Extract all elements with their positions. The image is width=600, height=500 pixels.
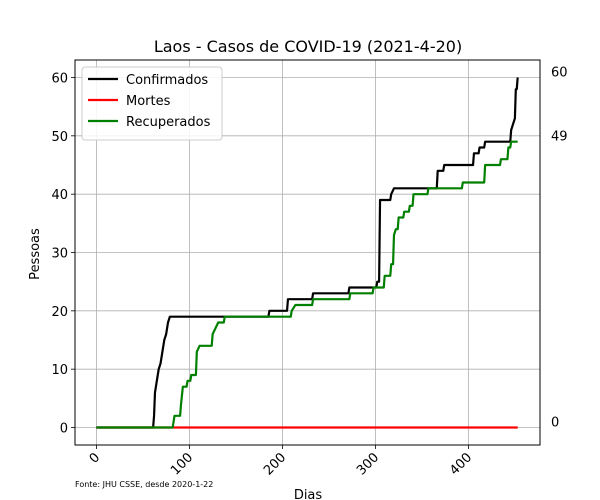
chart-title: Laos - Casos de COVID-19 (2021-4-20) xyxy=(154,37,462,56)
legend-label: Confirmados xyxy=(126,73,208,88)
side-label: 49 xyxy=(551,130,568,145)
legend-label: Recuperados xyxy=(126,115,211,130)
y-tick-label: 40 xyxy=(51,188,68,203)
series-line-confirmados xyxy=(96,77,519,429)
side-labels: 60 49 0 xyxy=(551,66,568,431)
side-label: 0 xyxy=(551,416,559,431)
y-tick-label: 0 xyxy=(60,422,68,437)
y-tick-label: 50 xyxy=(51,130,68,145)
y-tick-label: 30 xyxy=(51,247,68,262)
side-label: 60 xyxy=(551,66,568,81)
y-axis-label: Pessoas xyxy=(28,228,43,280)
x-axis-label: Dias xyxy=(294,488,323,500)
legend: Confirmados Mortes Recuperados xyxy=(81,66,223,141)
series-line-recuperados xyxy=(96,140,518,429)
source-note: Fonte: JHU CSSE, desde 2020-1-22 xyxy=(75,480,213,489)
y-tick-label: 10 xyxy=(51,363,68,378)
series-lines xyxy=(96,77,519,429)
grid-lines xyxy=(75,60,540,445)
y-tick-label: 60 xyxy=(51,72,68,87)
y-tick-label: 20 xyxy=(51,305,68,320)
legend-label: Mortes xyxy=(126,94,171,109)
